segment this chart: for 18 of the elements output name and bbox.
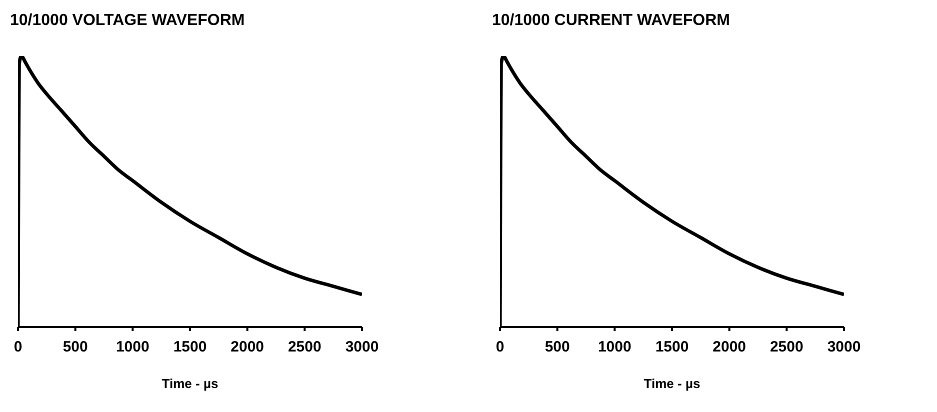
x-tick-label: 1500 xyxy=(655,338,689,356)
x-tick-label: 500 xyxy=(62,338,88,356)
x-tick-label: 3000 xyxy=(345,338,379,356)
x-tick-label: 2000 xyxy=(712,338,746,356)
x-tick-label: 2000 xyxy=(230,338,264,356)
x-axis-title: Time - µs xyxy=(642,376,702,391)
x-tick-label: 1500 xyxy=(173,338,207,356)
x-tick-label: 3000 xyxy=(827,338,861,356)
x-tick-label: 0 xyxy=(496,338,504,356)
x-tick-label: 2500 xyxy=(288,338,322,356)
x-axis-title: Time - µs xyxy=(160,376,220,391)
x-tick-label: 500 xyxy=(544,338,570,356)
x-tick-label: 2500 xyxy=(770,338,804,356)
x-tick-label: 0 xyxy=(14,338,22,356)
chart-title: 10/1000 VOLTAGE WAVEFORM xyxy=(9,11,246,31)
x-tick-label: 1000 xyxy=(598,338,632,356)
x-tick-label: 1000 xyxy=(116,338,150,356)
chart-title: 10/1000 CURRENT WAVEFORM xyxy=(491,11,731,31)
